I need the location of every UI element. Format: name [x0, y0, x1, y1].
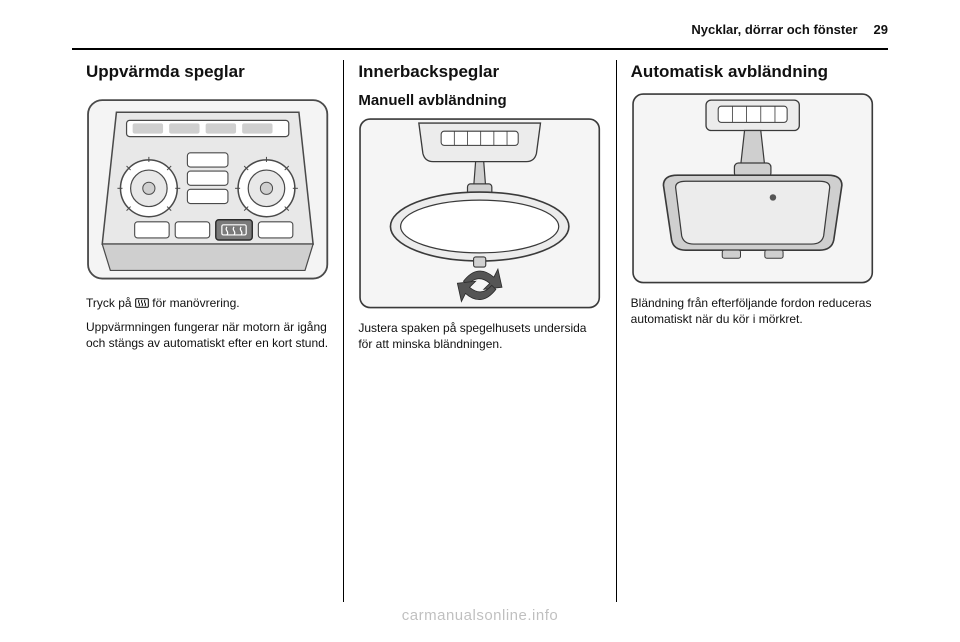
content-columns: Uppvärmda speglar: [72, 60, 888, 602]
column-1: Uppvärmda speglar: [72, 60, 343, 602]
col3-figure: [631, 92, 874, 285]
column-2: Innerbackspeglar Manuell avbländning: [343, 60, 615, 602]
col2-figure: [358, 117, 601, 310]
page-header: Nycklar, dörrar och fönster 29: [72, 22, 888, 50]
col1-para1: Tryck på för manövrering.: [86, 295, 329, 311]
page: Nycklar, dörrar och fönster 29 Uppvärmda…: [0, 0, 960, 642]
col3-para1: Bländning från efterföljande fordon redu…: [631, 295, 874, 327]
col2-title: Innerbackspeglar: [358, 62, 601, 82]
manual-dimming-mirror-illustration: [358, 117, 601, 310]
auto-dimming-mirror-illustration: [631, 92, 874, 285]
climate-panel-illustration: [86, 92, 329, 285]
col1-figure: [86, 92, 329, 285]
col1-para1-pre: Tryck på: [86, 296, 135, 310]
col2-para1: Justera spaken på spegelhusets undersida…: [358, 320, 601, 352]
watermark: carmanualsonline.info: [402, 607, 558, 624]
col2-subtitle: Manuell avbländning: [358, 92, 601, 109]
column-3: Automatisk avbländning: [616, 60, 888, 602]
chapter-title: Nycklar, dörrar och fönster: [691, 22, 857, 37]
col1-para2: Uppvärmningen fungerar när motorn är igå…: [86, 319, 329, 351]
col1-title: Uppvärmda speglar: [86, 62, 329, 82]
col3-title: Automatisk avbländning: [631, 62, 874, 82]
page-number: 29: [874, 22, 888, 37]
col1-para1-post: för manövrering.: [149, 296, 240, 310]
rear-defrost-icon: [135, 298, 149, 308]
